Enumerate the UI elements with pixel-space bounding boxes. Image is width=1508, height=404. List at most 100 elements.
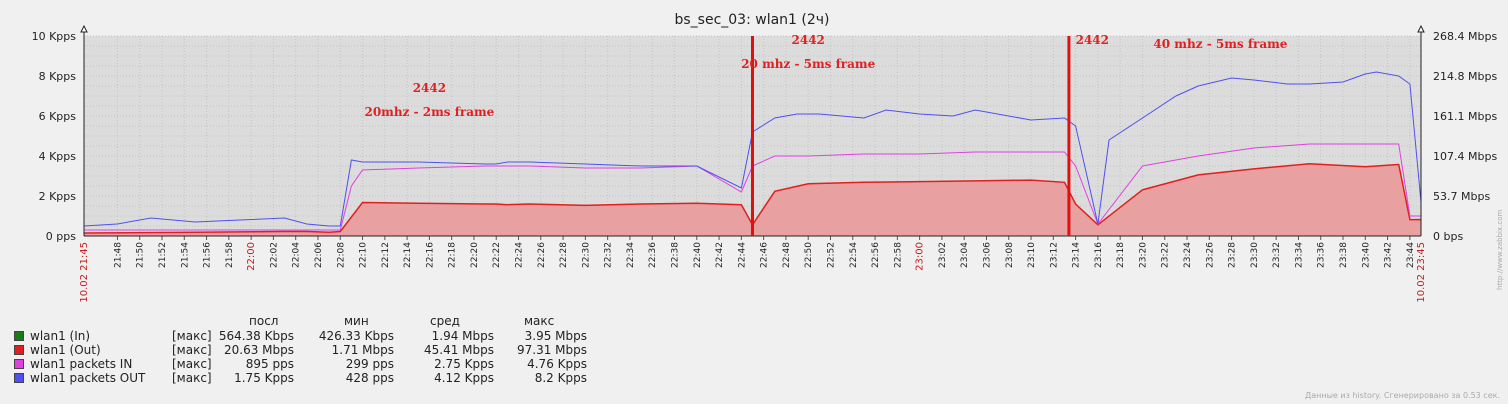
y-axis-right-arrow (1417, 24, 1425, 33)
annotation-text: 20mhz - 2ms frame (364, 105, 494, 119)
x-tick-label: 22:12 (381, 242, 391, 268)
legend-header-max: макс (524, 314, 555, 328)
legend-swatch (14, 331, 24, 341)
y-right-tick-label: 214.8 Mbps (1433, 70, 1497, 83)
series-line (83, 162, 1421, 234)
legend-aggregation: [макс] (172, 343, 212, 357)
legend-min: 299 pps (345, 357, 394, 371)
x-tick-label: 22:26 (537, 242, 547, 268)
x-tick-label: 21:54 (180, 242, 190, 268)
x-tick-label: 21:52 (158, 242, 168, 268)
series-line (83, 71, 1422, 227)
legend-avg: 1.94 Mbps (431, 329, 494, 343)
x-tick-label: 23:14 (1072, 242, 1082, 268)
x-tick-label: 21:50 (136, 242, 146, 268)
side-label: http://www.zabbix.com (1496, 209, 1504, 290)
x-tick-label: 23:02 (938, 242, 948, 268)
legend-header-last: посл (249, 314, 279, 328)
x-tick-label: 23:36 (1317, 242, 1327, 268)
x-tick-label: 23:10 (1027, 242, 1037, 268)
legend-avg: 4.12 Kpps (434, 371, 494, 385)
x-tick-label: 22:40 (693, 242, 703, 268)
x-tick-label: 23:04 (960, 242, 970, 268)
y-right-tick-label: 53.7 Mbps (1433, 190, 1490, 203)
x-tick-label: 22:10 (359, 242, 369, 268)
annotation-text: 2442 (792, 33, 825, 47)
x-tick-label: 22:16 (425, 242, 435, 268)
x-tick-label: 22:36 (648, 242, 658, 268)
x-tick-label: 23:18 (1116, 242, 1126, 268)
x-tick-label: 23:28 (1228, 242, 1238, 268)
x-start-label: 10.02 21:45 (79, 242, 90, 303)
x-tick-label: 22:38 (671, 242, 681, 268)
y-left-tick-label: 0 pps (46, 230, 76, 243)
x-tick-label: 22:22 (492, 242, 502, 268)
x-tick-label: 22:52 (826, 242, 836, 268)
x-tick-label: 23:44 (1406, 242, 1416, 268)
x-tick-label: 22:44 (737, 242, 747, 268)
x-tick-label: 22:54 (849, 242, 859, 268)
x-tick-label: 23:08 (1005, 242, 1015, 268)
legend-aggregation: [макс] (172, 371, 212, 385)
legend-avg: 2.75 Kpps (434, 357, 494, 371)
x-tick-label: 22:08 (336, 242, 346, 268)
legend-min: 426.33 Kbps (318, 329, 394, 343)
x-tick-label: 23:42 (1384, 242, 1394, 268)
y-right-tick-label: 161.1 Mbps (1433, 110, 1497, 123)
x-tick-label: 22:46 (760, 242, 770, 268)
x-tick-label: 22:34 (626, 242, 636, 268)
footer-generated: Данные из history. Сгенерировано за 0.53… (1305, 391, 1500, 400)
legend-min: 428 pps (345, 371, 394, 385)
x-tick-label: 23:38 (1339, 242, 1349, 268)
x-tick-label: 22:56 (871, 242, 881, 268)
legend-header-avg: сред (430, 314, 460, 328)
y-right-tick-label: 107.4 Mbps (1433, 150, 1497, 163)
annotation-text: 20 mhz - 5ms frame (741, 57, 875, 71)
x-tick-label: 21:58 (225, 242, 235, 268)
legend-max: 8.2 Kpps (534, 371, 587, 385)
chart: bs_sec_03: wlan1 (2ч) 0 pps 2 Kpps 4 Kpps 6… (32, 12, 1498, 303)
x-tick-label: 22:24 (515, 242, 525, 268)
y-right-tick-label: 268.4 Mbps (1433, 30, 1497, 43)
y-left-tick-label: 4 Kpps (39, 150, 77, 163)
legend-swatch (14, 345, 24, 355)
annotation-text: 40 mhz - 5ms frame (1153, 37, 1287, 51)
x-end-label: 10.02 23:45 (1416, 242, 1427, 303)
legend-last: 20.63 Mbps (223, 343, 294, 357)
y-left-tick-label: 8 Kpps (39, 70, 77, 83)
legend-series-name: wlan1 packets OUT (30, 371, 146, 385)
x-tick-label: 22:02 (269, 242, 279, 268)
legend-max: 3.95 Mbps (524, 329, 587, 343)
x-tick-label: 22:42 (715, 242, 725, 268)
x-tick-label: 23:30 (1250, 242, 1260, 268)
legend-aggregation: [макс] (172, 329, 212, 343)
x-tick-label: 23:34 (1294, 242, 1304, 268)
x-tick-label: 22:04 (292, 242, 302, 268)
x-tick-label: 22:28 (559, 242, 569, 268)
x-tick-label: 22:14 (403, 242, 413, 268)
x-tick-label: 22:58 (893, 242, 903, 268)
x-tick-label: 22:50 (804, 242, 814, 268)
x-tick-label: 23:26 (1205, 242, 1215, 268)
series-area (84, 163, 1421, 236)
x-tick-label: 23:22 (1161, 242, 1171, 268)
x-tick-label: 23:00 (915, 242, 926, 271)
legend-last: 1.75 Kpps (234, 371, 294, 385)
y-axis-left-arrow (80, 24, 88, 33)
annotation-text: 2442 (413, 81, 446, 95)
y-left-tick-label: 10 Kpps (32, 30, 77, 43)
x-tick-label: 23:24 (1183, 242, 1193, 268)
x-tick-label: 23:12 (1049, 242, 1059, 268)
legend-series-name: wlan1 packets IN (30, 357, 133, 371)
x-tick-label: 22:06 (314, 242, 324, 268)
x-tick-label: 22:20 (470, 242, 480, 268)
x-tick-label: 23:20 (1138, 242, 1148, 268)
legend-last: 895 pps (245, 357, 294, 371)
annotation-text: 2442 (1076, 33, 1109, 47)
legend-series-name: wlan1 (In) (30, 329, 91, 343)
legend-series-name: wlan1 (Out) (30, 343, 101, 357)
x-tick-label: 22:32 (604, 242, 614, 268)
legend-last: 564.38 Kbps (218, 329, 294, 343)
chart-title: bs_sec_03: wlan1 (2ч) (674, 12, 829, 28)
x-tick-label: 21:56 (203, 242, 213, 268)
